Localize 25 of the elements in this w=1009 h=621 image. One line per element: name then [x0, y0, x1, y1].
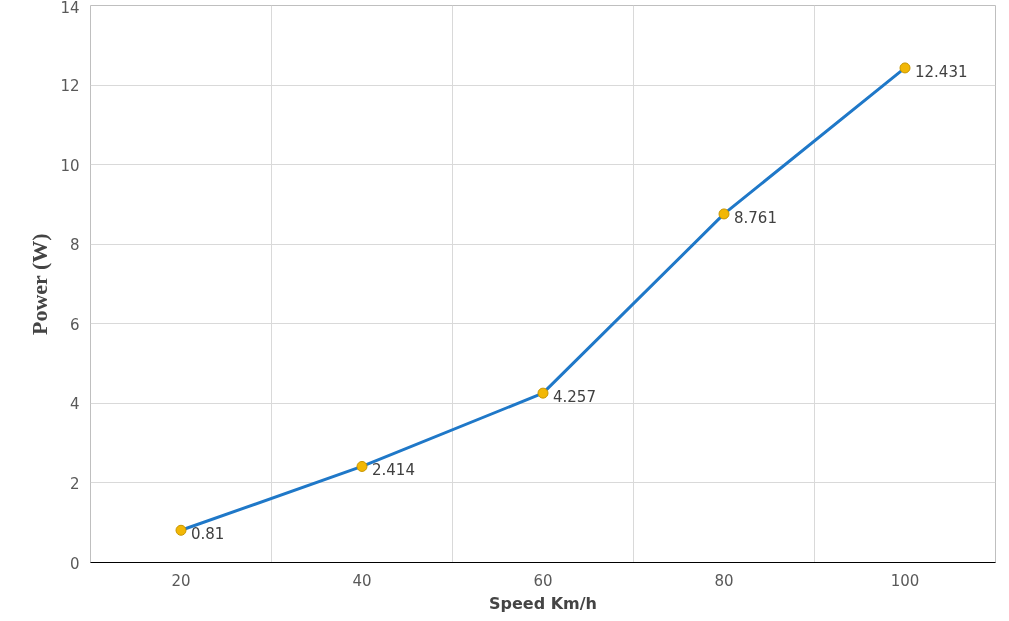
data-label: 12.431: [915, 62, 968, 81]
y-tick-label: 4: [69, 395, 80, 414]
y-tick-label: 10: [60, 156, 80, 175]
x-tick-label: 100: [890, 571, 920, 590]
y-tick-label: 6: [69, 315, 80, 334]
point: [356, 460, 368, 472]
point: [537, 387, 549, 399]
y-tick-label: 8: [69, 236, 80, 255]
data-label: 4.257: [553, 388, 596, 407]
x-tick-label: 60: [533, 571, 553, 590]
data-label: 0.81: [191, 525, 225, 544]
y-tick-label: 0: [69, 554, 80, 573]
x-axis-title: Speed Km/h: [489, 593, 598, 613]
y-tick-label: 12: [60, 77, 80, 96]
x-tick-label: 40: [352, 571, 372, 590]
data-label: 8.761: [734, 208, 777, 227]
point: [718, 208, 730, 220]
x-tick-label: 20: [171, 571, 191, 590]
point: [899, 62, 911, 74]
point: [175, 524, 187, 536]
x-tick-label: 80: [714, 571, 734, 590]
y-axis-title: Power (W): [27, 233, 53, 335]
y-tick-label: 2: [69, 474, 80, 493]
y-tick-label: 14: [60, 0, 80, 17]
data-label: 2.414: [372, 461, 415, 480]
